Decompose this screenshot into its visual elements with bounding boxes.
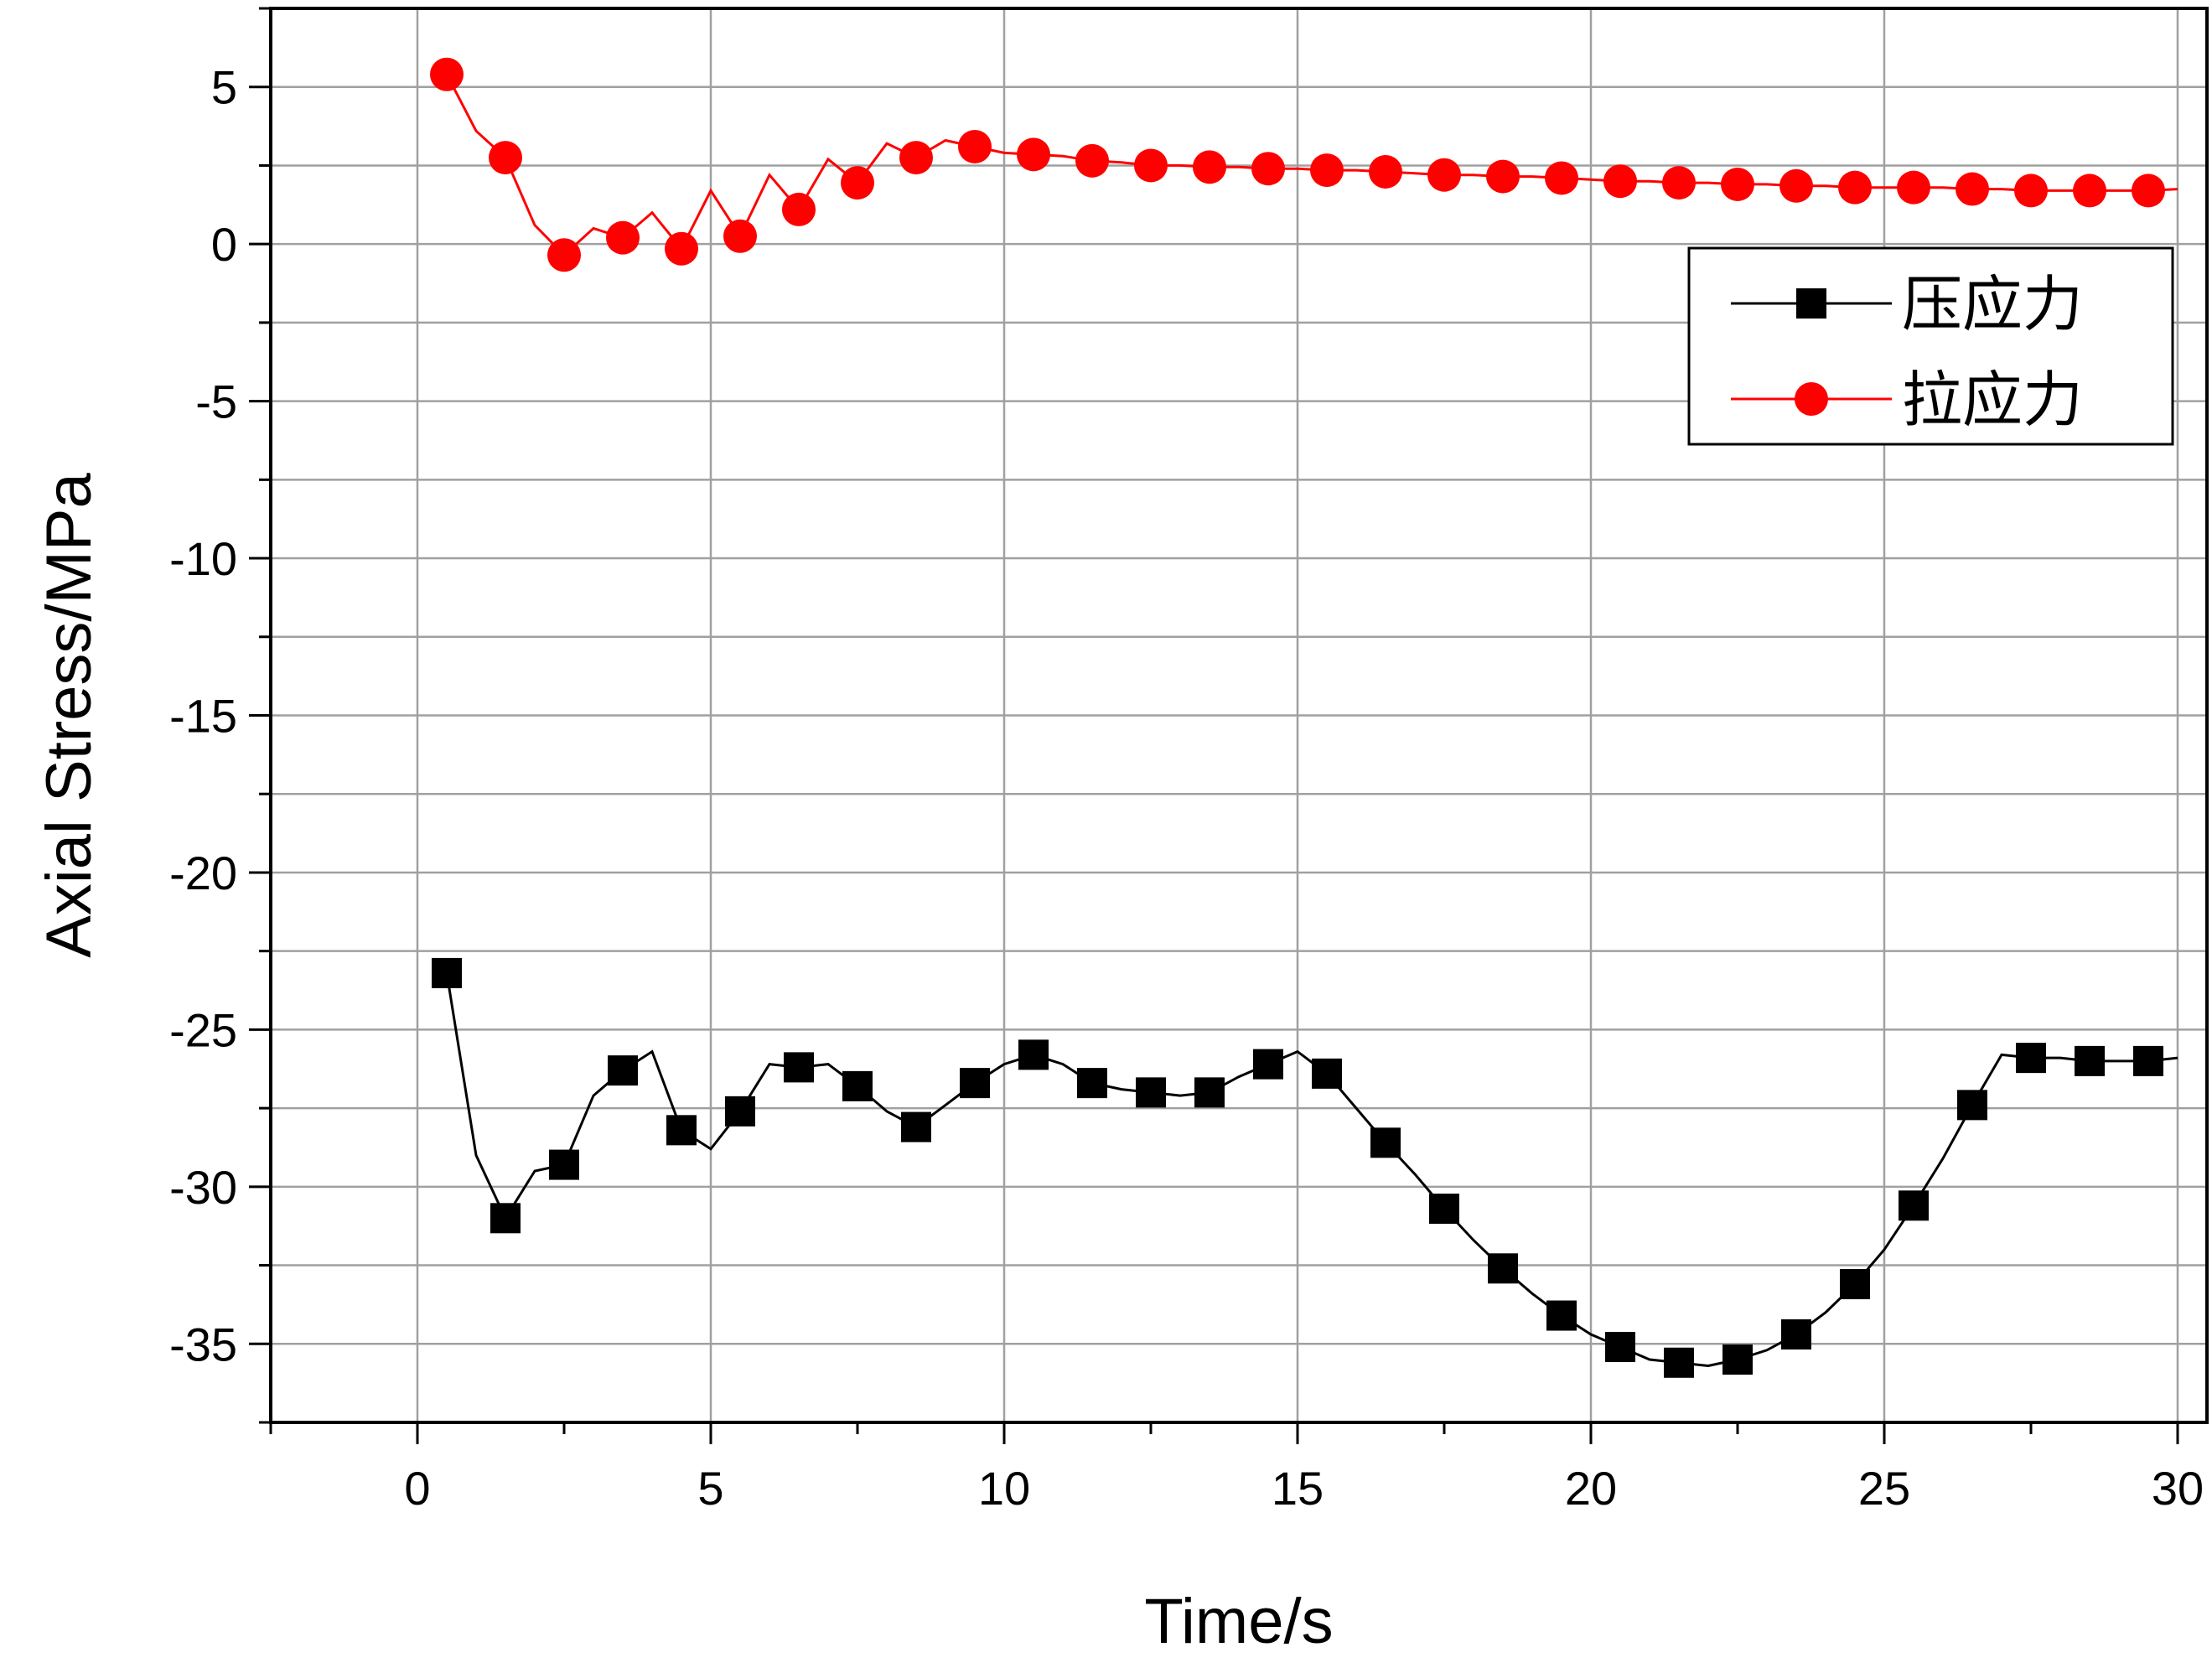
data-point-square xyxy=(1840,1269,1870,1300)
y-tick-label: -30 xyxy=(169,1161,237,1214)
data-point-square xyxy=(2075,1045,2105,1076)
data-point-circle xyxy=(1310,153,1344,188)
data-point-circle xyxy=(1369,154,1402,189)
x-tick-label: 0 xyxy=(404,1462,430,1515)
y-tick-label: 0 xyxy=(211,218,237,271)
data-point-circle xyxy=(1193,150,1226,184)
data-point-circle xyxy=(2073,174,2106,208)
data-point-circle xyxy=(782,192,816,226)
data-point-square xyxy=(1370,1127,1401,1158)
data-point-square xyxy=(1546,1300,1577,1331)
data-point-square xyxy=(1136,1077,1166,1108)
data-point-square xyxy=(1664,1347,1694,1378)
data-point-square xyxy=(666,1115,697,1146)
x-axis-title: Time/s xyxy=(1144,1586,1333,1657)
data-point-circle xyxy=(665,231,698,266)
data-point-circle xyxy=(723,219,757,253)
legend-marker-circle xyxy=(1795,382,1828,416)
axis-ticks xyxy=(249,7,2179,1444)
data-point-square xyxy=(2133,1045,2163,1076)
data-point-square xyxy=(1722,1344,1753,1375)
y-axis-title: Axial Stress/MPa xyxy=(34,472,105,957)
data-point-circle xyxy=(1486,159,1520,194)
y-tick-label: -15 xyxy=(169,690,237,743)
data-point-circle xyxy=(1897,170,1930,205)
data-point-square xyxy=(1312,1058,1342,1089)
tick-labels: 0 5 10 15 20 25 30 5 0 -5 -10 -15 -20 -25 -30 -35 xyxy=(169,61,2204,1515)
data-point-circle xyxy=(606,220,640,255)
data-point-square xyxy=(842,1070,873,1101)
data-point-square xyxy=(608,1055,638,1086)
y-tick-label: -20 xyxy=(169,847,237,899)
data-point-circle xyxy=(1779,168,1813,203)
data-point-square xyxy=(725,1096,755,1127)
legend-box xyxy=(1687,246,2174,446)
data-point-circle xyxy=(841,166,874,200)
data-point-circle xyxy=(1427,158,1461,192)
data-point-circle xyxy=(2132,174,2165,208)
data-point-square xyxy=(1488,1253,1518,1284)
data-point-square xyxy=(1899,1190,1929,1221)
data-point-circle xyxy=(958,129,992,163)
data-point-square xyxy=(784,1052,814,1083)
data-point-circle xyxy=(2014,174,2048,208)
x-tick-label: 15 xyxy=(1272,1462,1324,1515)
data-point-square xyxy=(901,1111,931,1142)
data-point-square xyxy=(1077,1068,1107,1099)
x-tick-label: 20 xyxy=(1565,1462,1617,1515)
data-point-square xyxy=(1018,1039,1049,1070)
data-point-circle xyxy=(899,141,933,175)
data-point-square xyxy=(960,1068,990,1099)
x-tick-label: 30 xyxy=(2152,1462,2204,1515)
data-point-square xyxy=(1253,1049,1283,1080)
x-tick-label: 5 xyxy=(697,1462,723,1515)
y-tick-label: -5 xyxy=(195,376,237,428)
legend-label: 压应力 xyxy=(1902,269,2083,339)
data-point-square xyxy=(432,957,462,988)
y-tick-label: -35 xyxy=(169,1318,237,1370)
data-point-circle xyxy=(1603,164,1637,199)
y-tick-label: 5 xyxy=(211,61,237,114)
data-point-circle xyxy=(1134,148,1168,183)
data-point-circle xyxy=(1662,166,1696,200)
data-point-square xyxy=(1605,1332,1635,1363)
data-point-circle xyxy=(1956,172,1989,206)
y-tick-label: -25 xyxy=(169,1003,237,1056)
data-point-square xyxy=(490,1203,521,1234)
data-point-square xyxy=(549,1149,579,1180)
data-point-circle xyxy=(547,238,581,272)
x-tick-label: 10 xyxy=(978,1462,1030,1515)
data-point-circle xyxy=(489,141,522,175)
data-point-square xyxy=(1194,1077,1225,1108)
data-point-circle xyxy=(1251,152,1285,186)
x-tick-label: 25 xyxy=(1858,1462,1910,1515)
data-point-circle xyxy=(1838,170,1872,205)
data-point-circle xyxy=(1721,167,1754,201)
data-point-square xyxy=(2016,1043,2046,1074)
data-point-circle xyxy=(430,57,464,91)
y-tick-label: -10 xyxy=(169,532,237,585)
data-point-square xyxy=(1957,1090,1987,1121)
data-point-circle xyxy=(1017,137,1050,172)
legend-label: 拉应力 xyxy=(1902,365,2083,435)
data-point-square xyxy=(1429,1194,1459,1225)
legend-marker-square xyxy=(1796,288,1826,319)
data-point-circle xyxy=(1075,143,1109,178)
series-markers xyxy=(430,57,2165,1378)
data-point-circle xyxy=(1545,161,1578,195)
data-point-square xyxy=(1781,1319,1811,1350)
